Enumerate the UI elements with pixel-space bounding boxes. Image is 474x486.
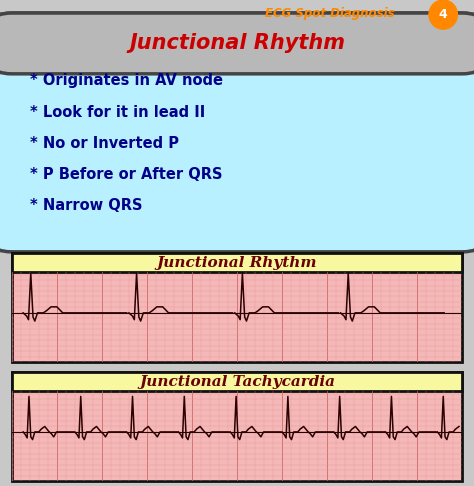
Text: * No or Inverted P: * No or Inverted P — [30, 136, 179, 151]
FancyBboxPatch shape — [12, 253, 462, 362]
Text: Junctional Tachycardia: Junctional Tachycardia — [139, 375, 335, 389]
Text: 4: 4 — [439, 8, 447, 21]
FancyBboxPatch shape — [12, 372, 462, 481]
Text: * P Before or After QRS: * P Before or After QRS — [30, 167, 222, 182]
FancyBboxPatch shape — [0, 13, 474, 74]
FancyBboxPatch shape — [12, 372, 462, 392]
Text: Junctional Rhythm: Junctional Rhythm — [157, 256, 317, 270]
FancyBboxPatch shape — [12, 253, 462, 272]
Text: ECG Spot Diagnosis: ECG Spot Diagnosis — [265, 7, 395, 20]
Text: Junctional Rhythm: Junctional Rhythm — [129, 33, 345, 53]
Text: * Originates in AV node: * Originates in AV node — [30, 73, 223, 88]
Text: * Look for it in lead II: * Look for it in lead II — [30, 105, 205, 120]
Text: * Narrow QRS: * Narrow QRS — [30, 198, 142, 213]
FancyBboxPatch shape — [0, 13, 474, 252]
